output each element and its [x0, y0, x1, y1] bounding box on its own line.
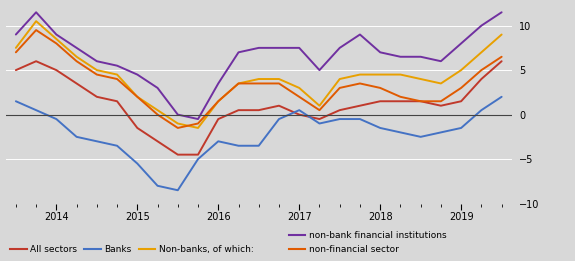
Legend: non-bank financial institutions, non-financial sector: non-bank financial institutions, non-fin…: [289, 231, 447, 254]
Legend: All sectors, Banks, Non-banks, of which:: All sectors, Banks, Non-banks, of which:: [10, 245, 254, 254]
